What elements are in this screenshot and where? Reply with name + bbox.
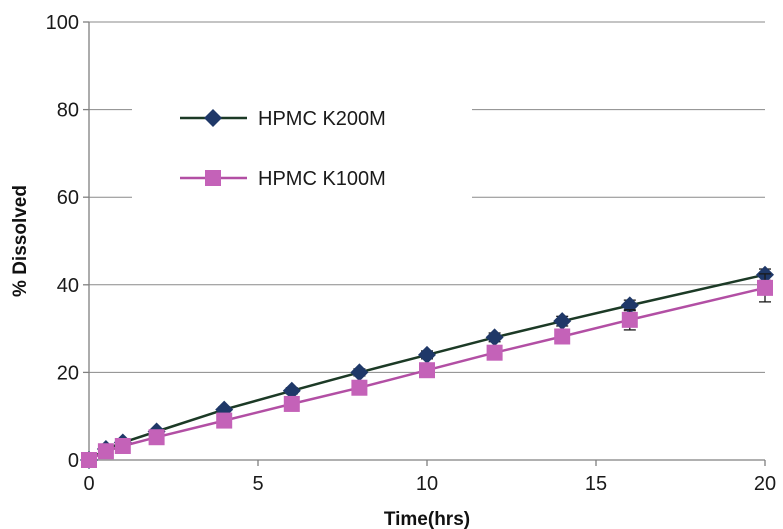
- x-tick-label: 0: [83, 473, 94, 495]
- data-point: [553, 312, 572, 331]
- data-point: [114, 437, 131, 454]
- legend-label: HPMC K100M: [258, 168, 386, 190]
- data-point: [486, 344, 503, 361]
- series: [80, 265, 774, 469]
- x-tick-label: 5: [252, 473, 263, 495]
- legend-label: HPMC K200M: [258, 108, 386, 130]
- data-point: [97, 443, 114, 460]
- legend-item-k100m: HPMC K100M: [180, 168, 386, 190]
- x-tick-label: 20: [754, 473, 776, 495]
- data-point: [81, 452, 97, 468]
- x-axis-title: Time(hrs): [384, 509, 470, 529]
- y-tick-label: 100: [46, 12, 79, 34]
- legend-item-k200m: HPMC K200M: [180, 108, 386, 130]
- y-tick-label: 0: [68, 450, 79, 472]
- legend: HPMC K200M HPMC K100M: [180, 108, 386, 190]
- y-tick-label: 60: [57, 187, 79, 209]
- data-point: [148, 429, 165, 446]
- tick-labels: 0 20 40 60 80 100 0 5 10 15 20: [46, 12, 777, 495]
- data-point: [216, 412, 233, 429]
- diamond-marker-icon: [204, 109, 222, 127]
- x-tick-label: 15: [585, 473, 607, 495]
- y-axis-title: % Dissolved: [10, 185, 31, 297]
- y-tick-label: 40: [57, 275, 79, 297]
- data-point: [282, 381, 301, 400]
- data-point: [351, 379, 368, 396]
- data-point: [757, 279, 773, 296]
- y-tick-label: 20: [57, 362, 79, 384]
- data-point: [554, 328, 571, 345]
- data-point: [283, 395, 300, 412]
- data-point: [419, 362, 435, 379]
- data-point: [621, 311, 638, 328]
- data-point: [418, 345, 436, 364]
- legend-background: [132, 88, 472, 216]
- x-tick-label: 10: [416, 473, 438, 495]
- data-point: [350, 363, 369, 382]
- series-hpmc-k100m: [81, 273, 773, 468]
- square-marker-icon: [205, 170, 221, 186]
- y-tick-label: 80: [57, 100, 79, 122]
- data-point: [485, 328, 504, 347]
